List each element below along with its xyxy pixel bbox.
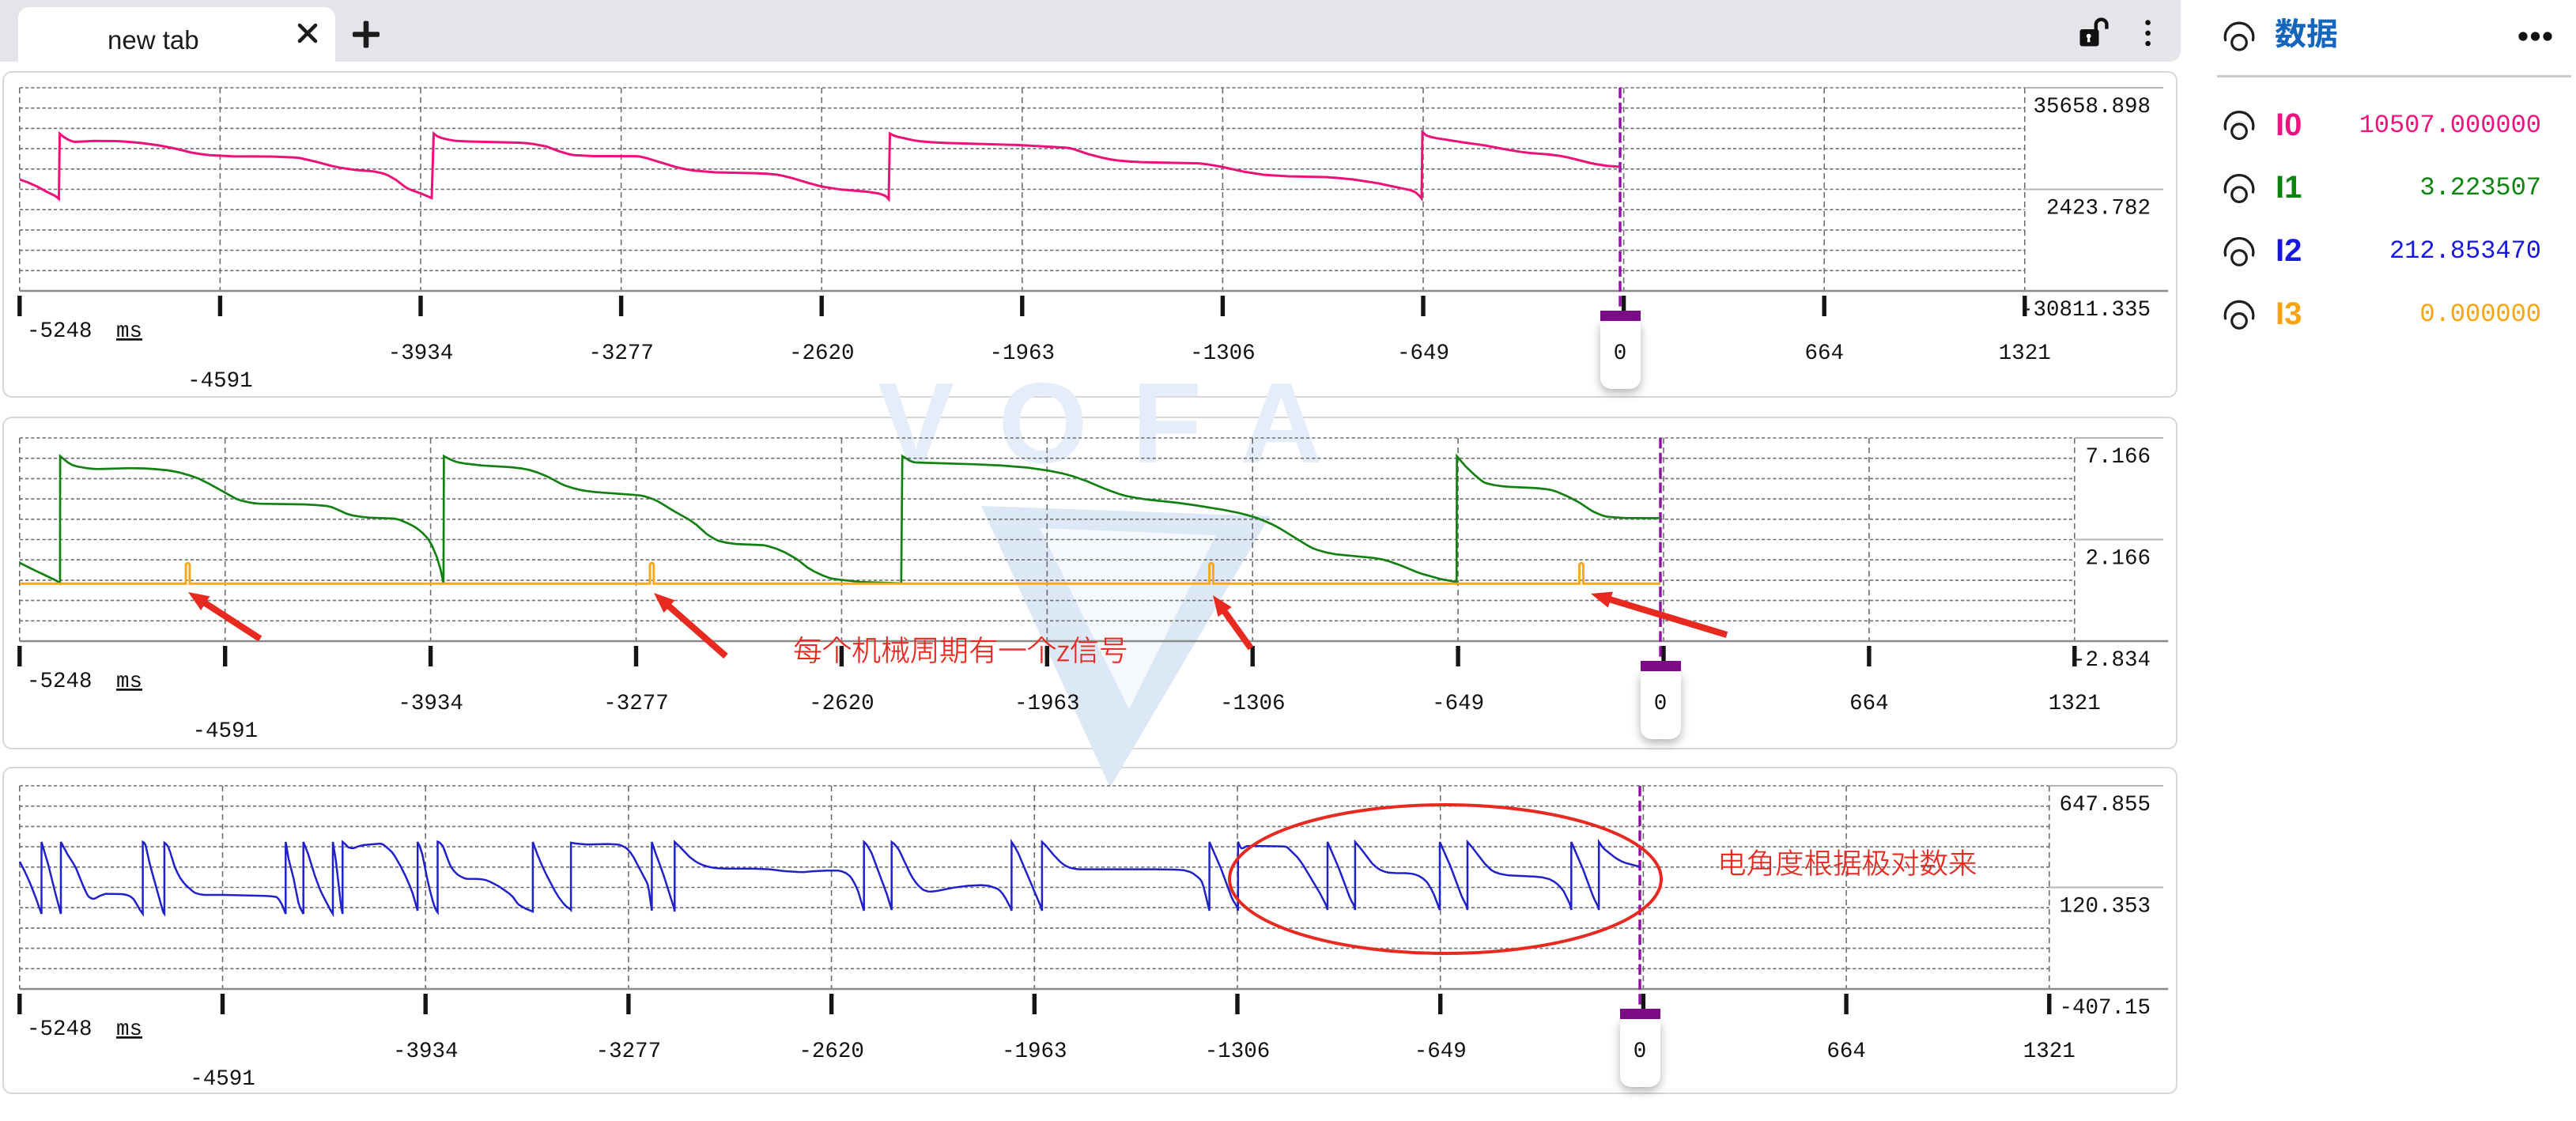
- svg-text:-2.834: -2.834: [2072, 648, 2151, 673]
- svg-text:664: 664: [1826, 1040, 1866, 1064]
- svg-text:-3277: -3277: [596, 1040, 662, 1064]
- svg-text:-3934: -3934: [398, 692, 463, 716]
- svg-text:-3934: -3934: [388, 342, 454, 366]
- svg-text:ms: ms: [116, 319, 142, 344]
- svg-text:1321: 1321: [2023, 1040, 2076, 1064]
- svg-text:-5248: -5248: [27, 319, 93, 344]
- svg-text:1321: 1321: [1999, 342, 2051, 366]
- svg-text:120.353: 120.353: [2059, 895, 2151, 919]
- svg-text:-1963: -1963: [1014, 692, 1080, 716]
- svg-text:-649: -649: [1432, 692, 1484, 716]
- svg-text:-4591: -4591: [187, 369, 253, 394]
- svg-text:-1306: -1306: [1220, 692, 1286, 716]
- svg-text:-4591: -4591: [190, 1067, 255, 1092]
- svg-text:664: 664: [1804, 342, 1844, 366]
- svg-text:-5248: -5248: [27, 1017, 93, 1042]
- svg-text:-649: -649: [1415, 1040, 1467, 1064]
- svg-text:-30811.335: -30811.335: [2020, 298, 2151, 323]
- svg-text:-3277: -3277: [588, 342, 654, 366]
- svg-text:-3934: -3934: [393, 1040, 459, 1064]
- svg-text:-2620: -2620: [809, 692, 874, 716]
- svg-text:VOFA: VOFA: [878, 359, 1367, 487]
- svg-text:-4591: -4591: [192, 719, 258, 744]
- svg-text:2423.782: 2423.782: [2046, 197, 2151, 221]
- svg-text:664: 664: [1849, 692, 1889, 716]
- svg-text:-1963: -1963: [990, 342, 1056, 366]
- svg-text:-5248: -5248: [27, 670, 93, 694]
- svg-text:2.166: 2.166: [2085, 547, 2151, 572]
- svg-text:-649: -649: [1397, 342, 1449, 366]
- svg-text:-2620: -2620: [799, 1040, 864, 1064]
- svg-text:-3277: -3277: [603, 692, 669, 716]
- svg-text:-407.15: -407.15: [2059, 996, 2151, 1021]
- svg-text:-1306: -1306: [1205, 1040, 1271, 1064]
- svg-text:ms: ms: [116, 1017, 142, 1042]
- svg-text:1321: 1321: [2049, 692, 2101, 716]
- svg-text:35658.898: 35658.898: [2033, 95, 2151, 119]
- svg-text:-1306: -1306: [1190, 342, 1256, 366]
- svg-text:7.166: 7.166: [2085, 445, 2151, 470]
- svg-text:-1963: -1963: [1002, 1040, 1067, 1064]
- svg-text:-2620: -2620: [789, 342, 855, 366]
- svg-text:647.855: 647.855: [2059, 793, 2151, 817]
- svg-text:ms: ms: [116, 670, 142, 694]
